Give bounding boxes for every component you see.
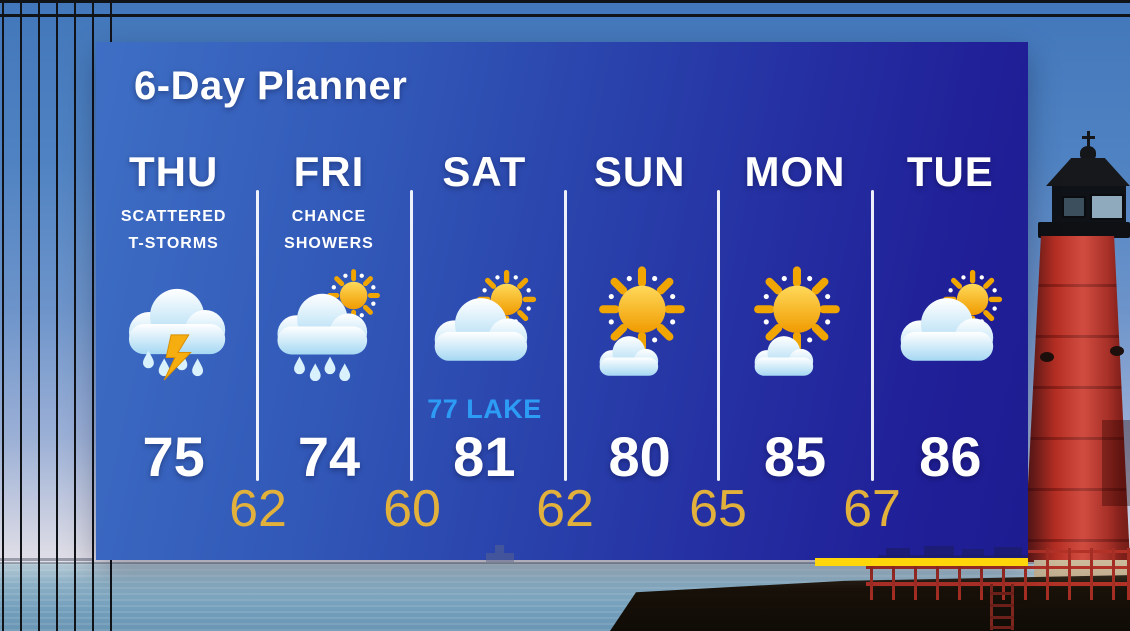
distant-ship-silhouette (486, 553, 514, 562)
tower-seam-lines (1024, 236, 1130, 562)
lantern-window (1090, 194, 1124, 220)
tower-door-panel (1102, 420, 1130, 506)
forecast-panel: 6-Day Planner THU FRI SAT SUN MON TUE SC… (96, 42, 1028, 560)
day-name-mon: MON (744, 148, 846, 195)
weather-icon-row (96, 264, 1028, 386)
condition-thu: SCATTERED T-STORMS (120, 208, 227, 252)
column-divider (256, 190, 259, 481)
condition-fri: CHANCE SHOWERS (284, 208, 374, 252)
horizon-line (0, 562, 1130, 564)
pier-structure-silhouette (924, 546, 954, 556)
column-divider (564, 190, 567, 481)
sun-rain-icon (251, 264, 406, 386)
sun-cloud-icon (407, 264, 562, 386)
pier-ladder (990, 584, 1014, 630)
column-divider (871, 190, 874, 481)
high-temp-thu: 75 (142, 425, 205, 488)
mostly-sunny-icon (717, 264, 872, 386)
mostly-sunny-icon (562, 264, 717, 386)
thunderstorm-icon (96, 264, 251, 386)
high-temp-fri: 74 (297, 425, 361, 488)
low-temp: 62 (229, 480, 287, 538)
day-name-fri: FRI (293, 148, 365, 195)
lighthouse-finial (1087, 131, 1090, 148)
day-name-row: THU FRI SAT SUN MON TUE (96, 148, 1028, 196)
distant-shoreline (0, 558, 94, 561)
lighthouse-gallery-deck (1038, 222, 1130, 238)
tower-shading (1024, 236, 1130, 562)
lighthouse-dome-knob (1080, 146, 1096, 160)
tower-porthole (1040, 352, 1054, 362)
pier-structure-silhouette (886, 548, 910, 556)
day-name-sat: SAT (442, 148, 527, 195)
sun-cloud-icon (873, 264, 1028, 386)
high-temp-sun: 80 (608, 425, 671, 488)
high-temp-sat: 81 (453, 425, 516, 488)
high-temp-row: 75 74 81 80 85 86 (96, 424, 1028, 489)
lake-temperature-label: 77 LAKE (427, 394, 542, 424)
low-temp: 62 (536, 480, 594, 538)
tower-porthole (1110, 346, 1124, 356)
column-divider (410, 190, 413, 481)
low-temp: 60 (383, 480, 441, 538)
lighthouse-finial-crossbar (1082, 136, 1095, 139)
day-name-sun: SUN (593, 148, 686, 195)
red-lighthouse-tower (1024, 236, 1130, 562)
day-name-tue: TUE (906, 148, 994, 195)
condition-row: SCATTERED T-STORMS CHANCE SHOWERS (96, 203, 1028, 257)
day-name-thu: THU (129, 148, 219, 195)
low-temp: 65 (689, 480, 747, 538)
pier-structure-silhouette (878, 555, 1028, 559)
low-temp: 67 (843, 480, 901, 538)
yellow-highlight-bar (815, 558, 1028, 566)
high-temp-tue: 86 (919, 425, 982, 488)
column-divider (717, 190, 720, 481)
distant-ship-silhouette (495, 545, 504, 553)
pier-structure-silhouette (962, 549, 984, 556)
pier-structure-silhouette (994, 547, 1022, 556)
high-temp-mon: 85 (763, 425, 827, 488)
page-title: 6-Day Planner (134, 64, 408, 108)
lantern-window (1062, 196, 1086, 218)
